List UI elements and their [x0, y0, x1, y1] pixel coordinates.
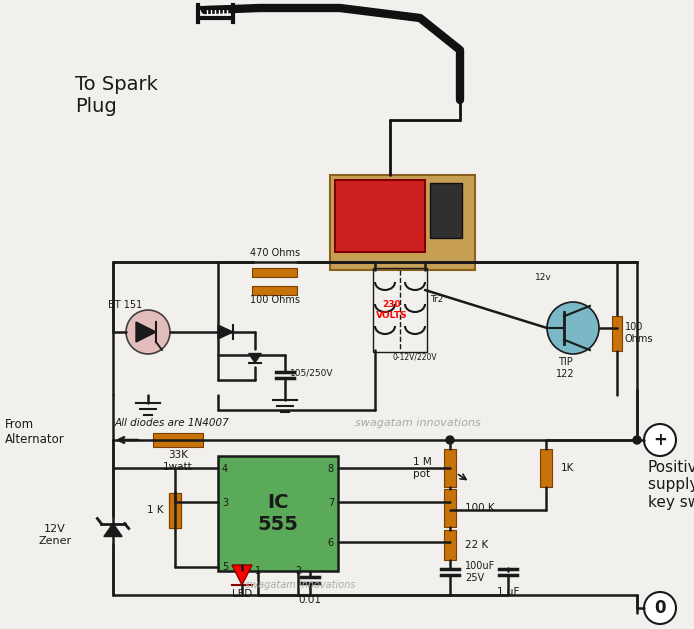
- Bar: [444, 489, 456, 527]
- Circle shape: [633, 436, 641, 444]
- Text: 1 K: 1 K: [146, 505, 163, 515]
- Circle shape: [644, 424, 676, 456]
- Text: Tr2: Tr2: [430, 296, 443, 304]
- Text: +: +: [653, 431, 667, 449]
- Text: BT 151: BT 151: [108, 300, 142, 310]
- Text: 100uF
25V: 100uF 25V: [465, 561, 496, 583]
- Text: 105/250V: 105/250V: [290, 369, 334, 377]
- Text: 8: 8: [328, 464, 334, 474]
- Text: LED: LED: [232, 589, 252, 599]
- Text: 230
VOLTS: 230 VOLTS: [376, 300, 408, 320]
- Text: swagatam innovations: swagatam innovations: [245, 580, 355, 590]
- Text: 12v: 12v: [534, 273, 551, 282]
- Text: 1: 1: [255, 567, 261, 577]
- Text: 4: 4: [222, 464, 228, 474]
- Text: 1K: 1K: [561, 463, 575, 473]
- Text: All diodes are 1N4007: All diodes are 1N4007: [115, 418, 230, 428]
- Text: 2: 2: [295, 567, 301, 577]
- Bar: [253, 286, 298, 294]
- Circle shape: [126, 310, 170, 354]
- Text: 1 M
pot: 1 M pot: [413, 457, 432, 479]
- Text: 7: 7: [328, 498, 334, 508]
- Bar: [218, 455, 338, 571]
- Polygon shape: [248, 353, 262, 362]
- Text: 100
Ohms: 100 Ohms: [625, 322, 654, 344]
- Text: 6: 6: [328, 538, 334, 548]
- Text: TIP
122: TIP 122: [556, 357, 575, 379]
- Text: 12V
Zener: 12V Zener: [38, 524, 71, 546]
- Text: 0: 0: [654, 599, 666, 617]
- Bar: [444, 449, 456, 487]
- Circle shape: [446, 436, 454, 444]
- Text: swagatam innovations: swagatam innovations: [355, 418, 481, 428]
- Bar: [169, 493, 181, 528]
- Bar: [330, 175, 475, 270]
- Text: 22 K: 22 K: [465, 540, 489, 550]
- Text: 3: 3: [222, 498, 228, 508]
- Bar: [373, 268, 427, 352]
- Text: 33K
1watt: 33K 1watt: [163, 450, 193, 472]
- Polygon shape: [218, 325, 233, 339]
- Bar: [430, 183, 462, 238]
- Polygon shape: [232, 565, 252, 585]
- Bar: [612, 316, 622, 350]
- Circle shape: [547, 302, 599, 354]
- Text: 0.01: 0.01: [298, 595, 321, 605]
- Bar: [540, 449, 552, 487]
- Bar: [169, 493, 181, 528]
- Text: 0-12V/220V: 0-12V/220V: [393, 352, 437, 361]
- Text: 470 Ohms: 470 Ohms: [250, 248, 300, 258]
- Text: From
Alternator: From Alternator: [5, 418, 65, 446]
- Text: Positive
supply after
key switch ON: Positive supply after key switch ON: [648, 460, 694, 509]
- Bar: [444, 530, 456, 560]
- Polygon shape: [136, 322, 156, 342]
- Bar: [335, 180, 425, 252]
- Circle shape: [644, 592, 676, 624]
- Bar: [153, 433, 203, 447]
- Text: 100 K: 100 K: [465, 503, 495, 513]
- Text: IC
555: IC 555: [257, 493, 298, 533]
- Text: To Spark
Plug: To Spark Plug: [75, 75, 158, 116]
- Text: 1 uF: 1 uF: [497, 587, 519, 597]
- Text: 100 Ohms: 100 Ohms: [250, 295, 300, 305]
- Bar: [253, 267, 298, 277]
- Text: 5: 5: [222, 562, 228, 572]
- Polygon shape: [104, 523, 122, 537]
